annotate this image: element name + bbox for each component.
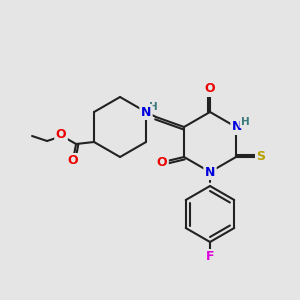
Text: N: N bbox=[141, 106, 151, 118]
Text: N: N bbox=[205, 166, 215, 178]
Text: H: H bbox=[148, 102, 158, 112]
Text: N: N bbox=[232, 121, 242, 134]
Text: O: O bbox=[205, 82, 215, 95]
Text: H: H bbox=[241, 117, 249, 127]
Text: O: O bbox=[157, 157, 167, 169]
Text: O: O bbox=[68, 154, 78, 167]
Text: F: F bbox=[206, 250, 214, 263]
Text: S: S bbox=[256, 151, 266, 164]
Text: O: O bbox=[56, 128, 66, 142]
